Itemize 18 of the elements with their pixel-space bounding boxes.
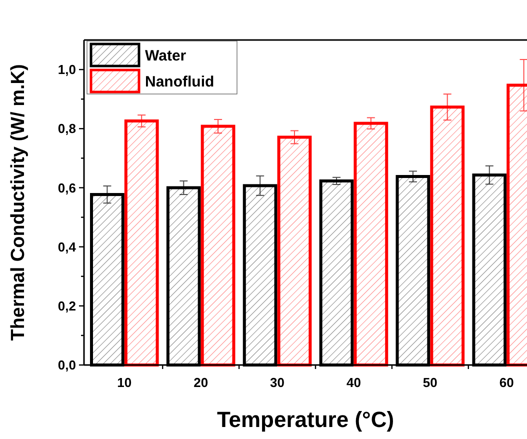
x-tick-label: 50: [422, 375, 438, 390]
legend-label: Water: [145, 47, 186, 64]
x-tick-label: 60: [499, 375, 514, 390]
y-tick-label: 0,0: [58, 358, 76, 373]
x-tick-label: 20: [194, 375, 208, 390]
x-tick-label: 10: [117, 375, 132, 390]
x-tick-label: 30: [270, 375, 285, 390]
x-axis-title: Temperature (°C): [216, 407, 394, 432]
y-tick-label: 0,6: [58, 180, 76, 196]
y-tick-label: 0,2: [58, 298, 76, 314]
bar: [124, 119, 159, 366]
x-tick-label: 40: [346, 375, 361, 390]
y-axis-title: Thermal Conductivity (W/ m.K): [8, 64, 29, 341]
legend-label: Nanofluid: [145, 73, 214, 90]
y-tick-label: 1,0: [58, 62, 76, 78]
y-tick-label: 0,4: [58, 239, 77, 254]
y-tick-label: 0,8: [58, 121, 76, 136]
bar: [354, 122, 388, 366]
